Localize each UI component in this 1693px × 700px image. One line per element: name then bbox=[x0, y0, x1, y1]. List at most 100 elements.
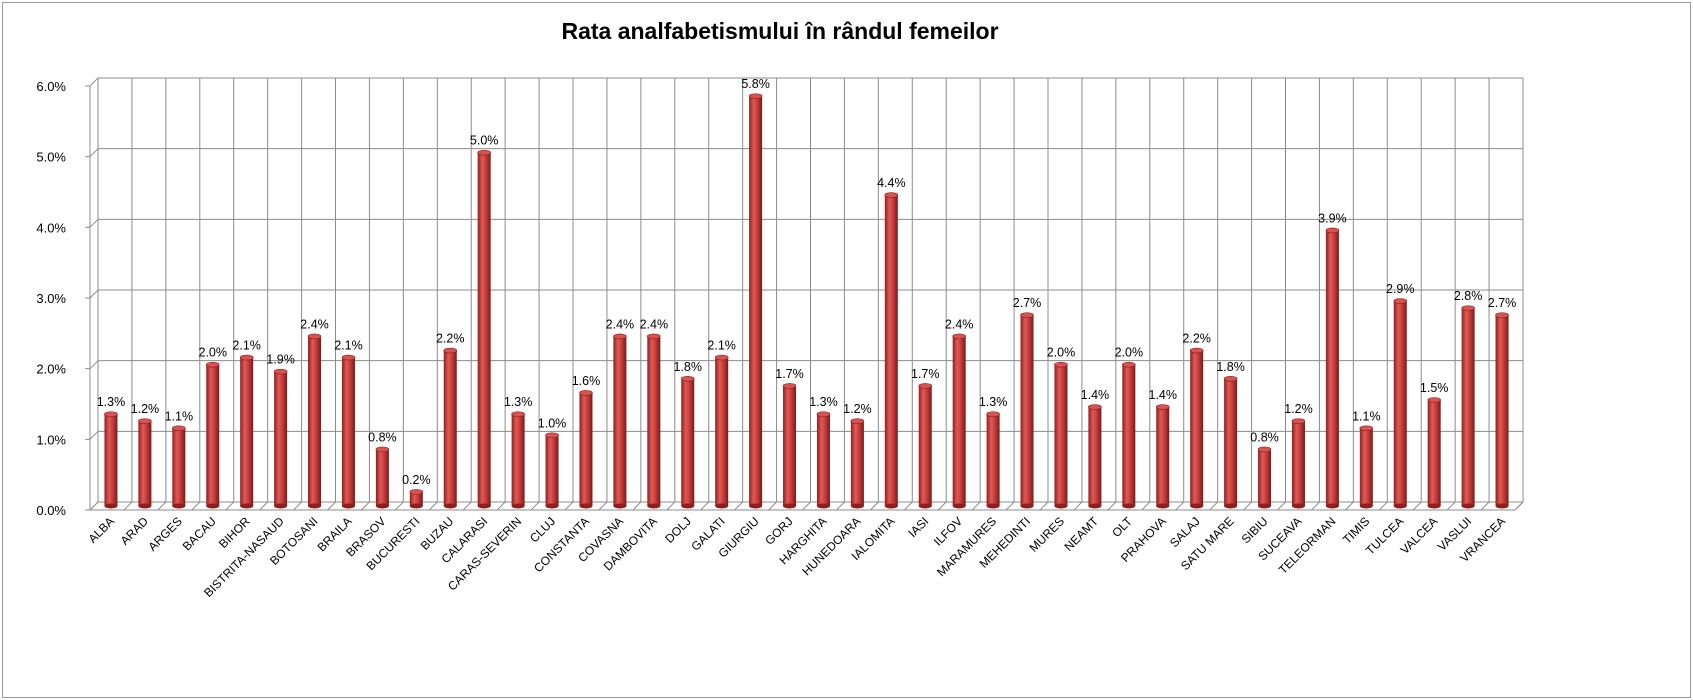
bar-top bbox=[273, 368, 288, 375]
bar-top bbox=[1020, 312, 1034, 319]
data-label: 2.0% bbox=[199, 346, 228, 360]
bar-top bbox=[545, 432, 559, 439]
bar-base bbox=[375, 503, 389, 509]
bar-top bbox=[307, 333, 322, 340]
bar-base bbox=[1325, 503, 1339, 509]
x-tick-label: BACAU bbox=[180, 514, 219, 553]
floor-gridline bbox=[1378, 501, 1388, 511]
floor-gridline bbox=[327, 501, 336, 511]
floor-gridline bbox=[293, 501, 302, 511]
floor-gridline bbox=[1514, 501, 1524, 511]
bar-top bbox=[986, 411, 1000, 417]
y-tick-label: 1.0% bbox=[36, 432, 66, 447]
bar bbox=[477, 152, 491, 506]
bar-top bbox=[1054, 361, 1068, 368]
floor-gridline bbox=[1412, 501, 1422, 511]
bar bbox=[443, 350, 457, 506]
bar bbox=[1224, 378, 1238, 506]
bar-top bbox=[239, 354, 254, 361]
bar-base bbox=[918, 503, 932, 509]
floor-gridline bbox=[971, 501, 981, 511]
bar bbox=[816, 414, 830, 506]
data-label: 1.2% bbox=[1284, 402, 1313, 416]
bar bbox=[1122, 364, 1136, 506]
bar-top bbox=[1291, 418, 1306, 425]
bar-top bbox=[884, 192, 899, 198]
bar-top bbox=[511, 411, 525, 417]
bar bbox=[511, 414, 525, 506]
data-label: 1.3% bbox=[97, 395, 126, 409]
data-label: 1.4% bbox=[1081, 388, 1110, 402]
gridline-side bbox=[89, 148, 99, 158]
bar-top bbox=[952, 333, 966, 340]
x-tick-label: MURES bbox=[1027, 514, 1068, 555]
floor-gridline bbox=[632, 501, 642, 511]
bar bbox=[681, 378, 695, 506]
x-tick-label: IASI bbox=[905, 514, 931, 540]
bar-top bbox=[680, 375, 695, 382]
bar-base bbox=[308, 503, 322, 509]
data-label: 2.4% bbox=[945, 317, 974, 331]
bar-base bbox=[138, 503, 152, 509]
data-label: 1.4% bbox=[1149, 388, 1178, 402]
bar bbox=[1258, 449, 1272, 506]
bar bbox=[375, 449, 389, 506]
floor-gridline bbox=[1141, 501, 1151, 511]
bar-base bbox=[1495, 503, 1509, 509]
bar bbox=[715, 357, 729, 506]
data-label: 1.1% bbox=[1352, 409, 1381, 423]
x-tick-label: ALBA bbox=[85, 514, 117, 546]
data-label: 4.4% bbox=[877, 176, 906, 190]
bar-base bbox=[1427, 503, 1441, 509]
data-label: 2.1% bbox=[232, 339, 261, 353]
bar-base bbox=[341, 503, 355, 509]
floor-gridline bbox=[870, 501, 879, 511]
y-tick-label: 0.0% bbox=[36, 503, 66, 518]
bar-top bbox=[104, 411, 118, 417]
bar-top bbox=[443, 347, 458, 354]
floor-gridline bbox=[1243, 501, 1252, 511]
data-label: 2.1% bbox=[334, 339, 363, 353]
bar bbox=[1461, 308, 1475, 506]
data-label: 1.2% bbox=[131, 402, 160, 416]
floor-gridline bbox=[1005, 501, 1015, 511]
data-label: 1.3% bbox=[979, 395, 1008, 409]
gridline-side bbox=[89, 430, 99, 440]
data-label: 2.9% bbox=[1386, 282, 1415, 296]
bar-top bbox=[341, 354, 356, 361]
bar-base bbox=[1190, 503, 1204, 509]
data-label: 2.2% bbox=[436, 332, 465, 346]
bar bbox=[545, 435, 559, 506]
floor-gridline bbox=[361, 501, 370, 511]
bar-base bbox=[274, 503, 288, 509]
bar-base bbox=[1359, 503, 1373, 509]
bar bbox=[104, 414, 118, 506]
bar bbox=[783, 385, 797, 506]
floor-gridline bbox=[1311, 501, 1320, 511]
bar bbox=[341, 357, 355, 506]
bar-base bbox=[613, 503, 627, 509]
x-tick-label: SIBIU bbox=[1239, 514, 1271, 546]
floor-gridline bbox=[1345, 501, 1354, 511]
bar-base bbox=[1088, 503, 1102, 509]
bar bbox=[1427, 400, 1441, 506]
bar-top bbox=[375, 446, 390, 453]
data-label: 2.7% bbox=[1488, 296, 1517, 310]
bar-top bbox=[1122, 361, 1136, 368]
floor-gridline bbox=[496, 501, 506, 511]
floor-gridline bbox=[123, 501, 133, 511]
bar-base bbox=[545, 503, 559, 509]
bar bbox=[1190, 350, 1204, 506]
data-label: 2.4% bbox=[300, 317, 329, 331]
bar-base bbox=[477, 503, 491, 509]
bar-base bbox=[681, 503, 695, 509]
bar-top bbox=[714, 354, 729, 361]
data-label: 2.8% bbox=[1454, 289, 1483, 303]
y-tick-label: 2.0% bbox=[36, 362, 66, 377]
floor-gridline bbox=[564, 501, 574, 511]
data-label: 2.4% bbox=[640, 317, 669, 331]
bar-base bbox=[206, 503, 220, 509]
bar-base bbox=[240, 503, 254, 509]
bar bbox=[172, 428, 186, 506]
bar-base bbox=[1461, 503, 1475, 509]
